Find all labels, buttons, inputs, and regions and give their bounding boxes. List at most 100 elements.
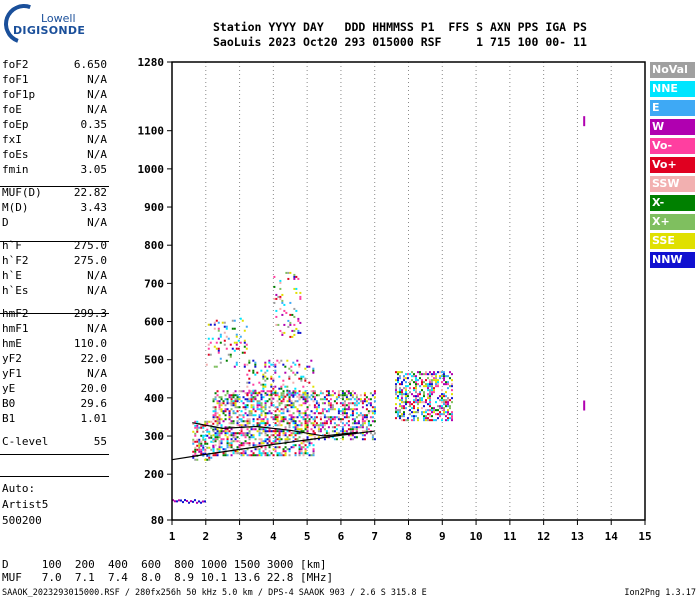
- trace-point: [230, 420, 233, 423]
- trace-point: [446, 383, 449, 386]
- trace-point: [288, 454, 291, 457]
- trace-point: [266, 412, 269, 415]
- trace-point: [260, 420, 263, 423]
- trace-point: [212, 434, 215, 437]
- trace-point: [408, 409, 411, 412]
- trace-point: [396, 411, 399, 414]
- trace-point: [235, 347, 238, 350]
- trace-point: [302, 396, 305, 399]
- trace-point: [434, 373, 437, 376]
- trace-point: [420, 407, 423, 410]
- trace-point: [246, 385, 249, 388]
- trace-point: [335, 416, 338, 419]
- trace-point: [281, 313, 284, 316]
- trace-point: [428, 401, 431, 404]
- trace-point: [394, 389, 397, 392]
- trace-point: [432, 391, 435, 394]
- trace-point: [288, 448, 291, 451]
- trace-point: [349, 408, 352, 411]
- trace-point: [242, 406, 245, 409]
- trace-point: [351, 414, 354, 417]
- trace-point: [446, 397, 449, 400]
- trace-point: [440, 419, 443, 422]
- trace-point: [212, 416, 215, 419]
- trace-point: [250, 450, 253, 453]
- trace-point: [294, 428, 297, 431]
- trace-point: [198, 438, 201, 441]
- trace-point: [280, 430, 283, 433]
- trace-point: [270, 442, 273, 445]
- trace-point: [204, 458, 207, 461]
- trace-point: [248, 400, 251, 403]
- trace-point: [306, 408, 309, 411]
- trace-point: [218, 446, 221, 449]
- trace-point: [256, 430, 259, 433]
- trace-point: [361, 434, 364, 437]
- trace-point: [252, 392, 255, 395]
- trace-point: [290, 416, 293, 419]
- trace-point: [274, 450, 277, 453]
- trace-point: [192, 440, 195, 443]
- trace-point: [280, 387, 283, 390]
- trace-point: [424, 383, 427, 386]
- trace-point: [438, 399, 441, 402]
- trace-point: [208, 436, 211, 439]
- trace-point: [351, 426, 354, 429]
- param-name: C-level: [2, 435, 49, 448]
- trace-point: [232, 452, 235, 455]
- param-name: foF1: [2, 73, 29, 86]
- trace-point: [355, 400, 358, 403]
- trace-point: [216, 390, 219, 393]
- trace-point: [308, 396, 311, 399]
- trace-point: [218, 418, 221, 421]
- trace-point: [294, 393, 297, 396]
- param-value: N/A: [87, 216, 107, 229]
- trace-point: [396, 391, 399, 394]
- param-row: foEs N/A: [2, 148, 107, 162]
- trace-point: [308, 365, 311, 368]
- trace-point: [299, 321, 302, 324]
- trace-point: [206, 422, 209, 425]
- trace-point: [248, 430, 251, 433]
- trace-point: [331, 390, 334, 393]
- trace-point: [260, 442, 263, 445]
- trace-point: [258, 438, 261, 441]
- trace-point: [258, 381, 261, 384]
- trace-point: [240, 400, 243, 403]
- trace-point: [341, 402, 344, 405]
- trace-point: [274, 448, 277, 451]
- trace-point: [404, 395, 407, 398]
- trace-point: [312, 400, 315, 403]
- trace-point: [278, 414, 281, 417]
- trace-point: [351, 430, 354, 433]
- trace-point: [373, 400, 376, 403]
- trace-point: [300, 379, 303, 382]
- trace-point: [214, 406, 217, 409]
- trace-point: [258, 424, 261, 427]
- trace-point: [398, 387, 401, 390]
- trace-point: [236, 410, 239, 413]
- trace-point: [294, 406, 297, 409]
- legend-item: X-: [650, 195, 695, 211]
- trace-point: [194, 434, 197, 437]
- trace-point: [214, 454, 217, 457]
- y-tick-label: 1280: [138, 56, 165, 69]
- trace-point: [367, 402, 370, 405]
- trace-point: [278, 395, 281, 398]
- param-name: h`F2: [2, 254, 29, 267]
- trace-point: [319, 418, 322, 421]
- trace-point: [240, 410, 243, 413]
- trace-point: [268, 424, 271, 427]
- trace-point: [300, 394, 303, 397]
- trace-point: [256, 424, 259, 427]
- trace-point: [266, 442, 269, 445]
- trace-point: [424, 371, 427, 374]
- trace-point: [339, 430, 342, 433]
- trace-point: [349, 398, 352, 401]
- trace-point: [416, 371, 419, 374]
- trace-point: [202, 444, 205, 447]
- muf-row: MUF 7.0 7.1 7.4 8.0 8.9 10.1 13.6 22.8 […: [2, 571, 334, 584]
- trace-point: [242, 452, 245, 455]
- trace-point: [359, 424, 362, 427]
- trace-point: [248, 420, 251, 423]
